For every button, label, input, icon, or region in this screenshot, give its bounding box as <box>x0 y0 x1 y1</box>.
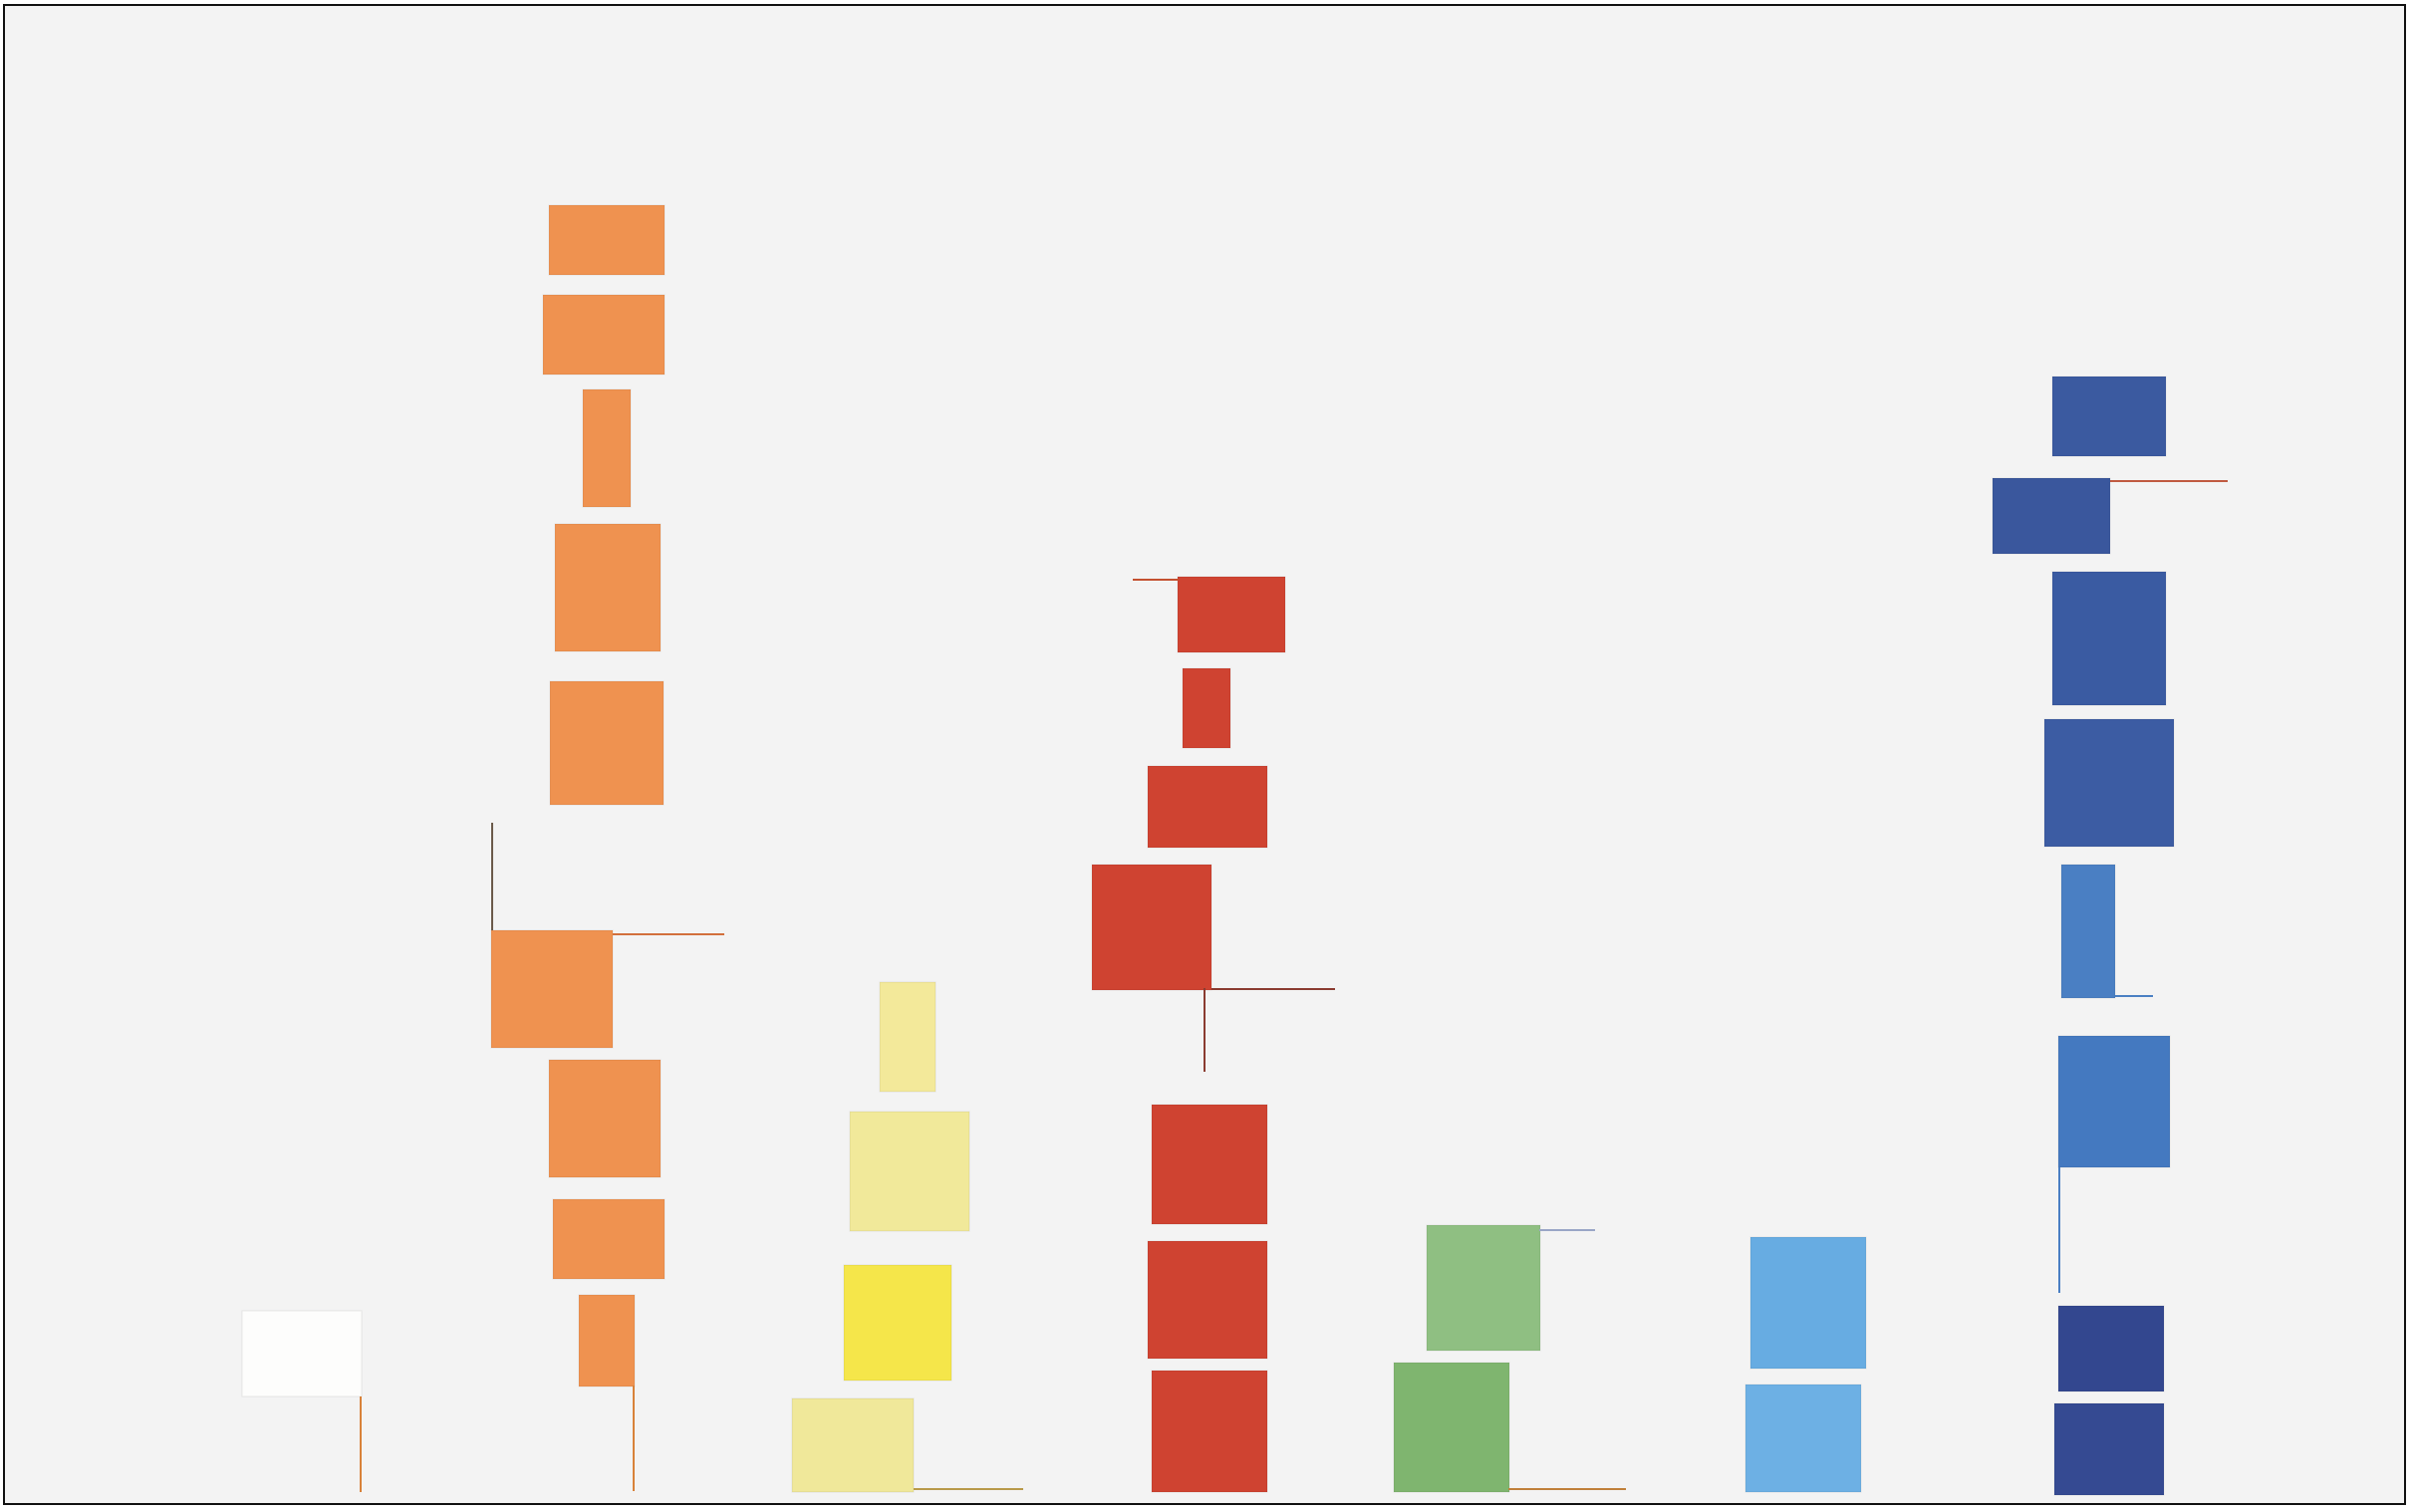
blue-paper-6 <box>2057 1035 2171 1168</box>
color-collage <box>241 204 2228 1496</box>
orange-paper-6 <box>490 929 614 1049</box>
white-paper-1 <box>241 1310 363 1397</box>
blue-paper-5 <box>2060 864 2116 999</box>
red-paper-7 <box>1151 1370 1268 1493</box>
yellow-paper-2 <box>849 1111 970 1232</box>
thin-stripe-1 <box>360 1396 362 1492</box>
light-blue-paper-2 <box>1744 1384 1862 1493</box>
light-blue-paper-1 <box>1749 1236 1867 1370</box>
red-paper-2 <box>1182 667 1231 749</box>
blue-paper-2 <box>1992 477 2111 555</box>
thin-stripe-4 <box>613 933 724 935</box>
blue-paper-7 <box>2057 1305 2165 1392</box>
blue-paper-4 <box>2043 718 2175 848</box>
thin-stripe-7 <box>1211 988 1335 990</box>
orange-paper-2 <box>542 294 666 376</box>
thin-stripe-5 <box>914 1488 1023 1490</box>
orange-paper-1 <box>548 204 666 276</box>
blue-paper-1 <box>2051 376 2167 457</box>
orange-paper-3 <box>582 388 632 508</box>
thin-stripe-6 <box>1133 579 1179 581</box>
yellow-paper-4 <box>791 1397 915 1493</box>
red-paper-6 <box>1147 1240 1268 1360</box>
artwork-canvas <box>3 4 2406 1505</box>
orange-paper-9 <box>578 1294 636 1387</box>
thin-stripe-13 <box>2115 995 2153 997</box>
orange-paper-7 <box>548 1059 662 1178</box>
thin-stripe-9 <box>1508 1488 1626 1490</box>
red-paper-3 <box>1147 765 1268 849</box>
blue-paper-3 <box>2051 571 2167 706</box>
red-paper-5 <box>1151 1104 1268 1225</box>
thin-stripe-12 <box>2058 1167 2060 1293</box>
yellow-paper-1 <box>879 981 937 1093</box>
blue-paper-8 <box>2053 1402 2165 1496</box>
orange-paper-5 <box>549 680 665 806</box>
red-paper-1 <box>1177 576 1286 653</box>
yellow-paper-3 <box>843 1264 952 1382</box>
green-paper-1 <box>1426 1224 1541 1352</box>
thin-stripe-8 <box>1204 988 1206 1072</box>
thin-stripe-2 <box>633 1386 635 1491</box>
orange-paper-4 <box>554 523 662 652</box>
thin-stripe-11 <box>2110 480 2228 482</box>
green-paper-2 <box>1393 1362 1510 1493</box>
thin-stripe-10 <box>1539 1229 1595 1231</box>
thin-stripe-3 <box>491 823 493 930</box>
orange-paper-8 <box>552 1198 666 1280</box>
red-paper-4 <box>1091 864 1212 991</box>
